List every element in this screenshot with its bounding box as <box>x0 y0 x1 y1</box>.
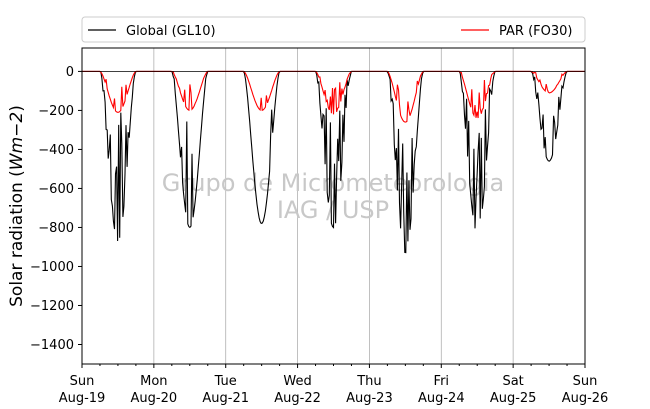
x-tick-date: Aug-24 <box>418 391 465 406</box>
y-tick-label: −1400 <box>30 338 74 353</box>
y-axis-label-unit: Wm−2 <box>7 112 27 170</box>
y-tick-label: −800 <box>38 221 74 236</box>
y-tick-label: 0 <box>66 65 74 80</box>
y-tick-label: −1200 <box>30 299 74 314</box>
series-lines <box>82 70 585 254</box>
y-tick-label: −1000 <box>30 260 74 275</box>
y-axis: 0 −200 −400 −600 −800 −1000 −1200 −1400 <box>30 65 82 353</box>
legend: Global (GL10) PAR (FO30) <box>81 16 586 43</box>
x-tick-date: Aug-22 <box>274 391 321 406</box>
x-tick-date: Aug-26 <box>562 391 609 406</box>
y-tick-label: −200 <box>38 104 74 119</box>
x-tick-weekday: Sat <box>502 374 523 389</box>
y-axis-label-close: ) <box>7 105 27 112</box>
x-tick-date: Aug-25 <box>490 391 537 406</box>
legend-label-global: Global (GL10) <box>126 24 216 39</box>
x-tick-date: Aug-20 <box>131 391 178 406</box>
watermark-line-1: Grupo de Micrometeorologia <box>162 169 504 197</box>
y-tick-label: −400 <box>38 143 74 158</box>
x-tick-date: Aug-23 <box>346 391 393 406</box>
x-axis: Sun Aug-19 Mon Aug-20 Tue Aug-21 Wed Aug-22 Thu A… <box>59 364 609 406</box>
legend-label-par: PAR (FO30) <box>499 24 572 39</box>
x-tick-date: Aug-19 <box>59 391 106 406</box>
x-tick-weekday: Sun <box>70 374 95 389</box>
grid-lines <box>153 48 514 364</box>
x-tick-weekday: Tue <box>214 374 237 389</box>
watermark-line-2: IAG / USP <box>277 196 389 224</box>
y-axis-label: Solar radiation (Wm−2) <box>7 105 27 307</box>
legend-box <box>81 16 586 43</box>
x-tick-weekday: Wed <box>283 374 311 389</box>
y-axis-label-text: Solar radiation ( <box>7 170 27 307</box>
x-tick-weekday: Fri <box>434 374 450 389</box>
x-tick-date: Aug-21 <box>202 391 249 406</box>
x-tick-weekday: Mon <box>140 374 167 389</box>
x-tick-weekday: Thu <box>356 374 381 389</box>
x-tick-weekday: Sun <box>573 374 598 389</box>
series-line-par <box>82 70 585 123</box>
watermark: Grupo de Micrometeorologia IAG / USP <box>162 169 504 224</box>
y-tick-label: −600 <box>38 182 74 197</box>
series-line-global <box>82 70 585 254</box>
